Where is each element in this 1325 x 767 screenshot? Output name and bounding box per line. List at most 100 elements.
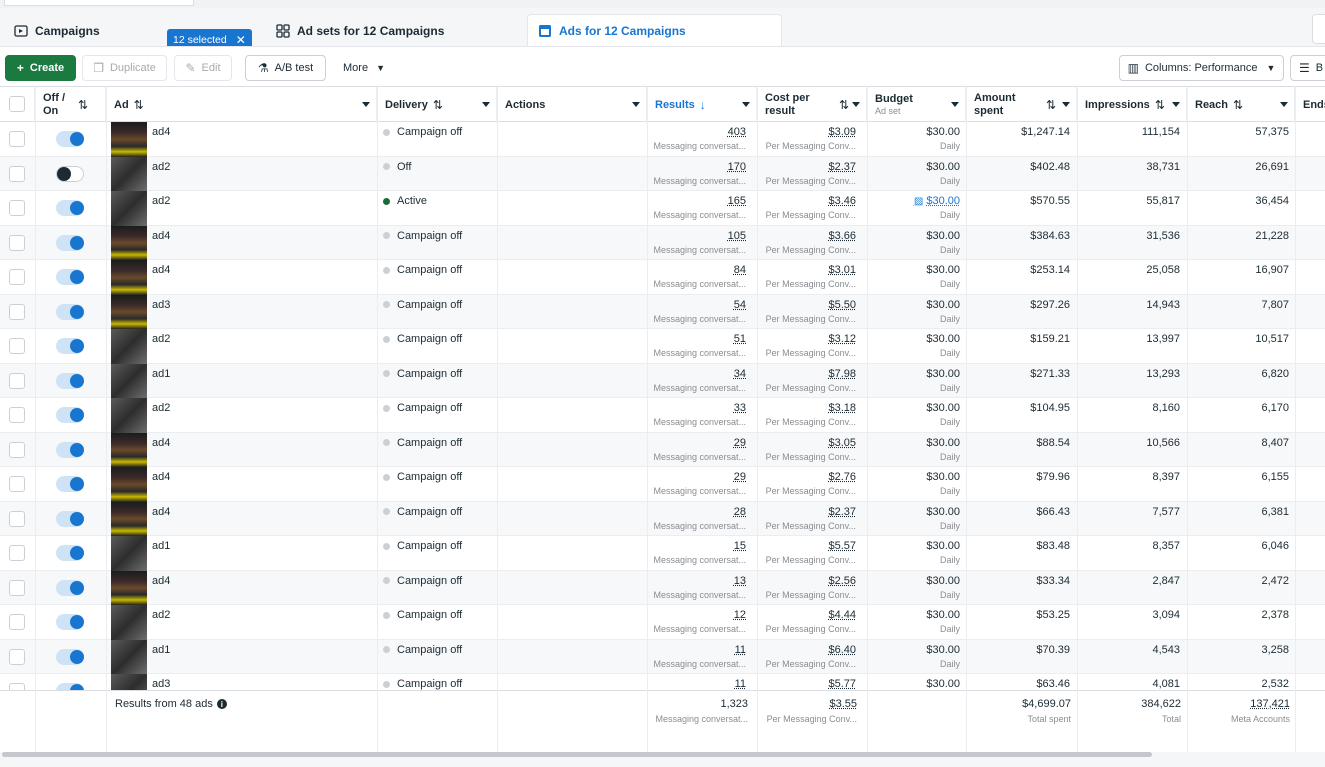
row-checkbox[interactable] — [9, 545, 25, 561]
row-toggle[interactable] — [56, 269, 84, 285]
row-checkbox[interactable] — [9, 511, 25, 527]
caret-down-icon[interactable] — [852, 102, 860, 107]
table-row[interactable]: ad2 Campaign off 33 Messaging conversat... $… — [0, 398, 1325, 433]
header-ad[interactable]: Ad ⇅ — [106, 87, 377, 123]
table-row[interactable]: ad4 Campaign off 28 Messaging conversat... $… — [0, 502, 1325, 537]
caret-down-icon[interactable] — [482, 102, 490, 107]
sort-icon[interactable]: ⇅ — [1233, 98, 1243, 112]
clear-selection-icon[interactable]: ✕ — [236, 33, 246, 47]
breakdown-button[interactable]: ☰ B — [1290, 55, 1325, 81]
ad-thumbnail[interactable] — [111, 467, 147, 502]
ad-thumbnail[interactable] — [111, 433, 147, 468]
ad-thumbnail[interactable] — [111, 191, 147, 226]
results-value[interactable]: 13 — [647, 575, 746, 587]
ad-thumbnail[interactable] — [111, 260, 147, 295]
row-checkbox[interactable] — [9, 131, 25, 147]
header-off-on[interactable]: Off / On ⇅ — [35, 87, 106, 123]
table-row[interactable]: ad1 Campaign off 11 Messaging conversat... $… — [0, 640, 1325, 675]
ab-test-button[interactable]: ⚗ A/B test — [245, 55, 326, 81]
cpr-value[interactable]: $2.37 — [757, 506, 856, 518]
ad-name[interactable]: ad4 — [152, 471, 170, 483]
row-toggle[interactable] — [56, 545, 84, 561]
tab-ads[interactable]: Ads for 12 Campaigns — [527, 14, 782, 46]
ad-name[interactable]: ad4 — [152, 126, 170, 138]
row-toggle[interactable] — [56, 476, 84, 492]
ad-name[interactable]: ad2 — [152, 161, 170, 173]
ad-name[interactable]: ad4 — [152, 506, 170, 518]
cpr-value[interactable]: $3.12 — [757, 333, 856, 345]
footer-reach[interactable]: 137,421 — [1187, 698, 1290, 710]
ad-name[interactable]: ad1 — [152, 368, 170, 380]
row-toggle[interactable] — [56, 614, 84, 630]
horizontal-scrollbar[interactable] — [0, 752, 1325, 767]
caret-down-icon[interactable] — [742, 102, 750, 107]
budget-value[interactable]: ▨ $30.00 — [867, 195, 960, 207]
cpr-value[interactable]: $3.09 — [757, 126, 856, 138]
ad-name[interactable]: ad3 — [152, 299, 170, 311]
header-cost-per-result[interactable]: Cost per result ⇅ — [757, 87, 867, 123]
ad-thumbnail[interactable] — [111, 605, 147, 640]
row-toggle[interactable] — [56, 131, 84, 147]
ad-name[interactable]: ad4 — [152, 575, 170, 587]
cpr-value[interactable]: $7.98 — [757, 368, 856, 380]
row-checkbox[interactable] — [9, 649, 25, 665]
header-actions[interactable]: Actions — [497, 87, 647, 123]
edit-button[interactable]: ✎ Edit — [174, 55, 232, 81]
table-row[interactable]: ad3 Campaign off 54 Messaging conversat... $… — [0, 295, 1325, 330]
sort-icon[interactable]: ⇅ — [839, 99, 849, 112]
ad-thumbnail[interactable] — [111, 398, 147, 433]
sort-desc-icon[interactable]: ↓ — [700, 98, 706, 112]
ad-thumbnail[interactable] — [111, 329, 147, 364]
cpr-value[interactable]: $2.37 — [757, 161, 856, 173]
header-select-all[interactable] — [0, 87, 35, 123]
ad-thumbnail[interactable] — [111, 226, 147, 261]
row-checkbox[interactable] — [9, 269, 25, 285]
row-toggle[interactable] — [56, 442, 84, 458]
cpr-value[interactable]: $3.18 — [757, 402, 856, 414]
results-value[interactable]: 11 — [647, 644, 746, 656]
results-value[interactable]: 403 — [647, 126, 746, 138]
header-budget[interactable]: Budget Ad set — [867, 87, 966, 123]
ad-thumbnail[interactable] — [111, 536, 147, 571]
caret-down-icon[interactable] — [1280, 102, 1288, 107]
table-row[interactable]: ad2 Campaign off 12 Messaging conversat... $… — [0, 605, 1325, 640]
row-checkbox[interactable] — [9, 476, 25, 492]
results-value[interactable]: 15 — [647, 540, 746, 552]
table-row[interactable]: ad1 Campaign off 34 Messaging conversat... $… — [0, 364, 1325, 399]
info-icon[interactable]: i — [217, 699, 227, 709]
table-row[interactable]: ad2 Active 165 Messaging conversat... $3.46 P… — [0, 191, 1325, 226]
ad-name[interactable]: ad2 — [152, 402, 170, 414]
create-button[interactable]: + Create — [5, 55, 76, 81]
sort-icon[interactable]: ⇅ — [1155, 98, 1165, 112]
results-value[interactable]: 33 — [647, 402, 746, 414]
results-value[interactable]: 84 — [647, 264, 746, 276]
cpr-value[interactable]: $5.77 — [757, 678, 856, 690]
ad-name[interactable]: ad4 — [152, 230, 170, 242]
header-results[interactable]: Results ↓ — [647, 87, 757, 123]
ad-name[interactable]: ad4 — [152, 437, 170, 449]
caret-down-icon[interactable] — [1172, 102, 1180, 107]
row-checkbox[interactable] — [9, 200, 25, 216]
row-checkbox[interactable] — [9, 442, 25, 458]
sort-icon[interactable]: ⇅ — [134, 98, 144, 112]
row-toggle[interactable] — [56, 166, 84, 182]
header-ends[interactable]: Ends — [1295, 87, 1325, 123]
results-value[interactable]: 28 — [647, 506, 746, 518]
ad-thumbnail[interactable] — [111, 157, 147, 192]
ad-thumbnail[interactable] — [111, 571, 147, 606]
ad-thumbnail[interactable] — [111, 640, 147, 675]
ad-thumbnail[interactable] — [111, 295, 147, 330]
cpr-value[interactable]: $5.57 — [757, 540, 856, 552]
duplicate-button[interactable]: ❐ Duplicate — [82, 55, 167, 81]
cpr-value[interactable]: $3.46 — [757, 195, 856, 207]
table-row[interactable]: ad4 Campaign off 403 Messaging conversat...… — [0, 122, 1325, 157]
results-value[interactable]: 54 — [647, 299, 746, 311]
row-checkbox[interactable] — [9, 304, 25, 320]
ad-name[interactable]: ad4 — [152, 264, 170, 276]
header-amount-spent[interactable]: Amount spent ⇅ — [966, 87, 1077, 123]
row-checkbox[interactable] — [9, 407, 25, 423]
ad-thumbnail[interactable] — [111, 502, 147, 537]
row-checkbox[interactable] — [9, 373, 25, 389]
results-value[interactable]: 165 — [647, 195, 746, 207]
table-row[interactable]: ad2 Off 170 Messaging conversat... $2.37 Per … — [0, 157, 1325, 192]
